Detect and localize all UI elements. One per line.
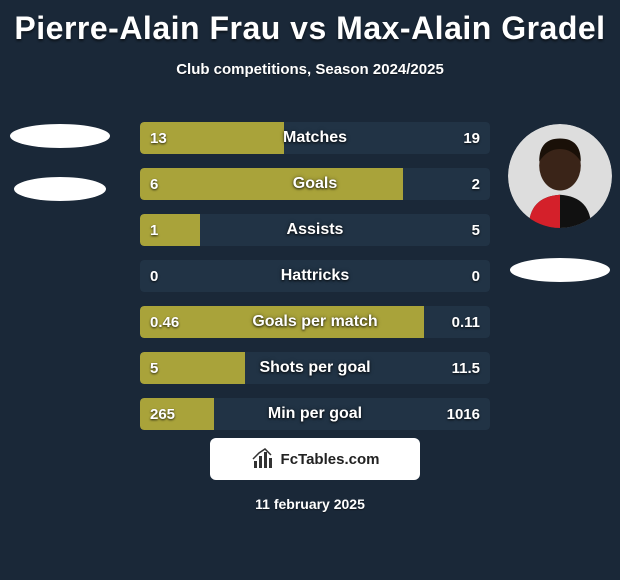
stat-value-right: 0 [472, 260, 480, 292]
stat-value-right: 2 [472, 168, 480, 200]
stat-value-right: 5 [472, 214, 480, 246]
chart-icon [251, 447, 275, 471]
name-left-placeholder [14, 177, 106, 201]
footer-brand-text: FcTables.com [281, 451, 380, 468]
stat-row: 13Matches19 [140, 122, 490, 154]
stats-bars: 13Matches19 6Goals2 1Assists5 0Hattricks0 0.… [140, 122, 490, 444]
stat-label: Goals [140, 168, 490, 200]
stat-row: 1Assists5 [140, 214, 490, 246]
player-right-icon [508, 124, 612, 228]
stat-value-right: 0.11 [452, 306, 480, 338]
footer-date: 11 february 2025 [0, 496, 620, 512]
page-title: Pierre-Alain Frau vs Max-Alain Gradel [0, 0, 620, 47]
stat-row: 5Shots per goal11.5 [140, 352, 490, 384]
stat-value-right: 19 [463, 122, 480, 154]
stat-value-right: 1016 [447, 398, 480, 430]
avatar-left-placeholder [10, 124, 110, 148]
stat-label: Hattricks [140, 260, 490, 292]
stat-row: 6Goals2 [140, 168, 490, 200]
stat-label: Assists [140, 214, 490, 246]
stat-label: Goals per match [140, 306, 490, 338]
stat-label: Matches [140, 122, 490, 154]
stat-label: Shots per goal [140, 352, 490, 384]
page-subtitle: Club competitions, Season 2024/2025 [0, 61, 620, 78]
stat-row: 0Hattricks0 [140, 260, 490, 292]
stat-row: 265Min per goal1016 [140, 398, 490, 430]
stat-value-right: 11.5 [452, 352, 480, 384]
stat-label: Min per goal [140, 398, 490, 430]
stat-row: 0.46Goals per match0.11 [140, 306, 490, 338]
avatar-right [508, 124, 612, 228]
name-right-placeholder [510, 258, 610, 282]
footer-brand-box: FcTables.com [210, 438, 420, 480]
